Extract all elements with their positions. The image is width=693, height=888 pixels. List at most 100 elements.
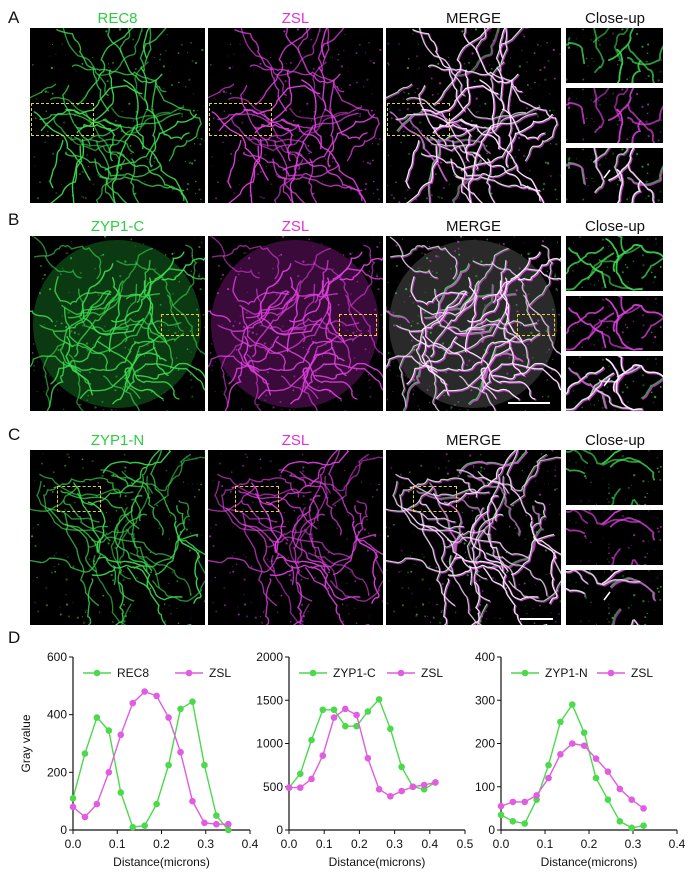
x-tick-label: 0.1 — [316, 837, 333, 851]
data-point — [141, 688, 148, 695]
data-point — [592, 755, 600, 762]
data-point — [497, 811, 505, 819]
data-point — [364, 708, 372, 715]
series-line-zyp1-n — [500, 703, 644, 829]
y-tick-label: 100 — [475, 780, 495, 794]
data-point — [509, 818, 517, 825]
data-point — [616, 818, 624, 825]
data-point — [628, 824, 635, 832]
data-point — [398, 763, 405, 771]
legend-marker — [521, 669, 529, 677]
data-point — [105, 727, 113, 734]
x-axis-label: Distance(microns) — [329, 855, 426, 869]
data-point — [285, 784, 293, 791]
data-point — [69, 794, 77, 802]
roi-box — [235, 486, 279, 512]
y-tick-label: 300 — [475, 693, 495, 707]
data-point — [117, 731, 125, 739]
data-point — [432, 779, 439, 786]
image-zsl-c — [208, 450, 383, 625]
roi-box — [57, 486, 101, 512]
data-point — [509, 798, 517, 806]
title-zsl-c: ZSL — [281, 432, 310, 449]
y-tick-label: 1500 — [256, 693, 283, 707]
data-point — [319, 752, 327, 759]
legend-label: REC8 — [117, 666, 149, 680]
data-point — [153, 800, 160, 808]
data-point — [398, 787, 405, 795]
image-zsl-b — [208, 236, 383, 411]
legend-marker — [397, 669, 405, 677]
legend-label: ZSL — [421, 666, 443, 680]
y-tick-label: 0 — [488, 823, 495, 837]
title-merge-c: MERGE — [445, 432, 501, 449]
y-tick-label: 200 — [475, 737, 495, 751]
data-point — [225, 820, 232, 828]
data-point — [117, 789, 125, 796]
data-point — [93, 714, 101, 721]
image-zyp1c — [30, 236, 205, 411]
legend-marker — [93, 669, 101, 677]
data-point — [319, 706, 327, 714]
image-zyp1n — [30, 450, 205, 625]
data-point — [409, 783, 417, 791]
data-point — [308, 736, 315, 744]
x-tick-label: 0.2 — [351, 837, 368, 851]
roi-box — [387, 103, 450, 136]
data-point — [308, 775, 315, 783]
title-rec8: REC8 — [97, 10, 138, 27]
line-profile-charts: 0 200 400 600 0.0 0.1 0.2 0.3 0.4 Distance(micron… — [19, 650, 686, 869]
legend-marker — [185, 669, 193, 677]
title-closeup-a: Close-up — [584, 10, 646, 27]
roi-box — [209, 103, 272, 136]
closeup-merge-c — [566, 570, 663, 625]
title-merge-b: MERGE — [445, 218, 501, 235]
x-tick-label: 0.1 — [537, 837, 554, 851]
data-point — [640, 805, 647, 812]
closeup-magenta-a — [566, 88, 663, 143]
data-point — [81, 813, 89, 821]
legend-label: ZSL — [631, 666, 653, 680]
scale-bar — [508, 402, 550, 404]
x-tick-label: 0.0 — [65, 837, 82, 851]
data-point — [353, 722, 360, 730]
closeup-merge-a — [566, 148, 663, 203]
data-point — [177, 705, 184, 713]
scale-bar — [520, 618, 553, 620]
data-point — [81, 750, 89, 757]
data-point — [387, 792, 394, 800]
image-zsl-a — [208, 28, 383, 203]
data-point — [353, 711, 360, 719]
data-point — [628, 796, 635, 804]
x-tick-label: 0.0 — [281, 837, 298, 851]
data-point — [580, 742, 588, 749]
data-point — [225, 826, 232, 834]
data-point — [568, 740, 576, 747]
title-merge-a: MERGE — [445, 10, 501, 27]
roi-box — [339, 314, 377, 336]
title-closeup-b: Close-up — [584, 218, 646, 235]
legend-marker — [607, 669, 615, 677]
data-point — [420, 781, 428, 789]
legend-marker — [309, 669, 317, 677]
closeup-green-c — [566, 450, 663, 505]
data-point — [165, 761, 172, 769]
closeup-green-a — [566, 28, 663, 83]
x-tick-label: 0.3 — [386, 837, 403, 851]
data-point — [69, 803, 77, 811]
data-point — [330, 706, 338, 714]
data-point — [521, 798, 529, 806]
panel-letter-b: B — [8, 210, 20, 229]
data-point — [568, 701, 576, 708]
panel-letter-d: D — [8, 628, 21, 647]
roi-box — [161, 314, 199, 336]
x-tick-label: 0.4 — [669, 837, 686, 851]
x-tick-label: 0.3 — [197, 837, 214, 851]
data-point — [213, 820, 220, 828]
data-point — [296, 770, 304, 778]
data-point — [129, 699, 137, 707]
image-merge-b — [386, 236, 561, 411]
x-tick-label: 0.1 — [109, 837, 126, 851]
data-point — [580, 729, 588, 736]
data-point — [616, 785, 624, 793]
